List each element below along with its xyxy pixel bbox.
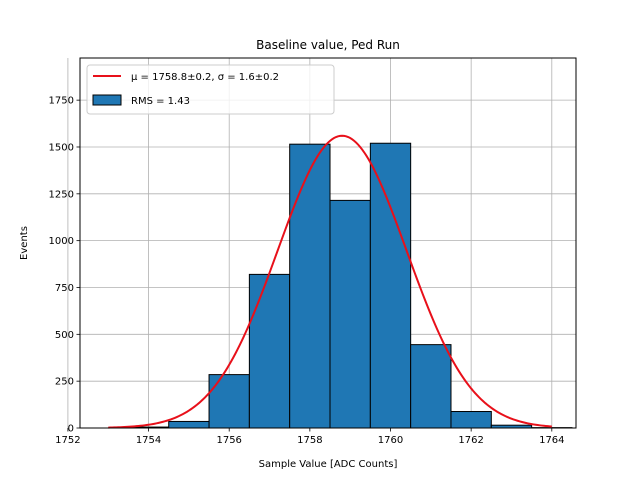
histogram-bar (450, 411, 492, 429)
y-tick-label: 1500 (49, 142, 74, 153)
chart-title: Baseline value, Ped Run (256, 38, 400, 52)
x-tick-label: 1754 (136, 435, 161, 446)
x-tick-label: 1752 (55, 435, 80, 446)
histogram-bar (168, 420, 210, 429)
histogram-bar (208, 374, 250, 429)
legend-fit-label: μ = 1758.8±0.2, σ = 1.6±0.2 (131, 72, 279, 83)
legend-box (86, 64, 335, 115)
x-axis-label: Sample Value [ADC Counts] (259, 459, 398, 470)
x-tick-label: 1764 (539, 435, 564, 446)
y-tick-label: 1750 (49, 96, 74, 107)
y-tick-label: 0 (68, 424, 74, 435)
histogram-bar (289, 143, 331, 429)
x-tick-label: 1758 (297, 435, 322, 446)
y-tick-label: 1250 (49, 189, 74, 200)
histogram-bar (329, 199, 371, 429)
y-tick-label: 250 (55, 377, 74, 388)
plot-frame (79, 57, 577, 429)
y-axis-label: Events (19, 226, 30, 260)
histogram-bar (248, 273, 291, 429)
histogram-bar (410, 344, 452, 429)
y-tick-label: 750 (55, 283, 74, 294)
legend-histogram-swatch (92, 94, 122, 106)
y-axis-ticks: 0 250 500 750 1000 1250 1500 1750 (49, 96, 80, 435)
y-tick-label: 1000 (49, 236, 74, 247)
y-tick-label: 500 (55, 330, 74, 341)
x-axis-ticks: 1752 1754 1756 1758 1760 1762 1764 (55, 428, 565, 446)
histogram-bar (369, 142, 412, 429)
x-tick-label: 1756 (216, 435, 241, 446)
x-tick-label: 1762 (458, 435, 483, 446)
x-tick-label: 1760 (378, 435, 403, 446)
legend-histogram-label: RMS = 1.43 (131, 96, 190, 107)
legend: μ = 1758.8±0.2, σ = 1.6±0.2 RMS = 1.43 (86, 64, 335, 115)
gaussian-fit-curve (108, 134, 552, 429)
